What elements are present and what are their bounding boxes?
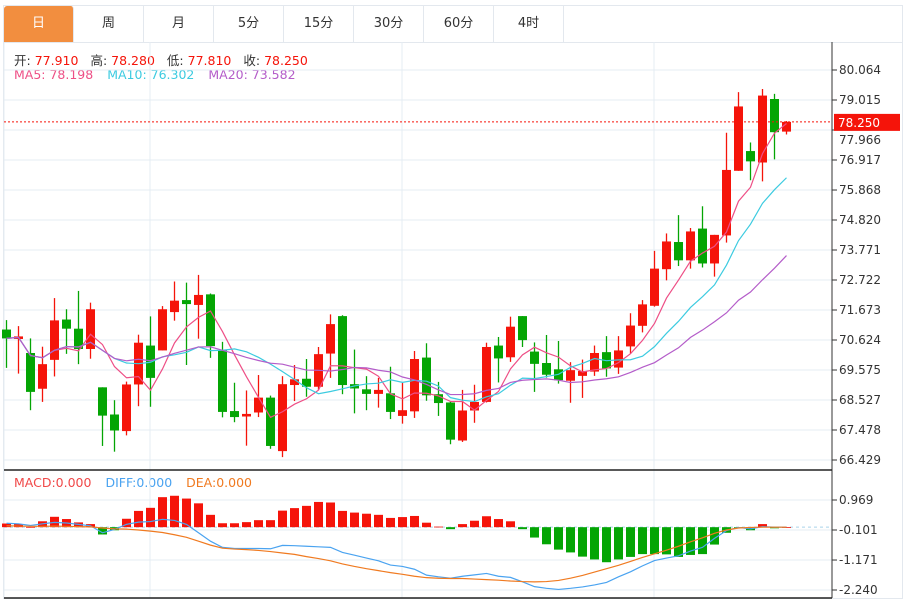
tab-0[interactable]: 日 <box>4 6 74 42</box>
ma-legend: MA5: 78.198 MA10: 76.302 MA20: 73.582 <box>14 67 300 82</box>
chart-frame <box>3 5 903 599</box>
tab-5[interactable]: 30分 <box>354 6 424 42</box>
high-label: 高: <box>90 53 108 68</box>
macd-legend: MACD:0.000 DIFF:0.000 DEA:0.000 <box>14 475 256 490</box>
dea-value: DEA:0.000 <box>186 475 253 490</box>
open-label: 开: <box>14 53 31 68</box>
period-tabs: 日周月 5分 15分 30分 60分 4时 <box>4 6 902 43</box>
tab-3[interactable]: 5分 <box>214 6 284 42</box>
macd-value: MACD:0.000 <box>14 475 92 490</box>
tab-2[interactable]: 月 <box>144 6 214 42</box>
ohlc-legend: 开: 77.910 高: 78.280 低: 77.810 收: 78.250 <box>14 50 316 69</box>
close-value: 78.250 <box>264 53 308 68</box>
low-value: 77.810 <box>187 53 232 68</box>
close-label: 收: <box>243 53 261 68</box>
ma10-value: MA10: 76.302 <box>107 67 195 82</box>
diff-value: DIFF:0.000 <box>105 475 173 490</box>
ma20-value: MA20: 73.582 <box>208 67 296 82</box>
tab-6[interactable]: 60分 <box>424 6 494 42</box>
high-value: 78.280 <box>111 53 155 68</box>
low-label: 低: <box>166 53 184 68</box>
open-value: 77.910 <box>34 53 79 68</box>
tab-7[interactable]: 4时 <box>494 6 564 42</box>
tab-4[interactable]: 15分 <box>284 6 354 42</box>
tab-1[interactable]: 周 <box>74 6 144 42</box>
ma5-value: MA5: 78.198 <box>14 67 94 82</box>
